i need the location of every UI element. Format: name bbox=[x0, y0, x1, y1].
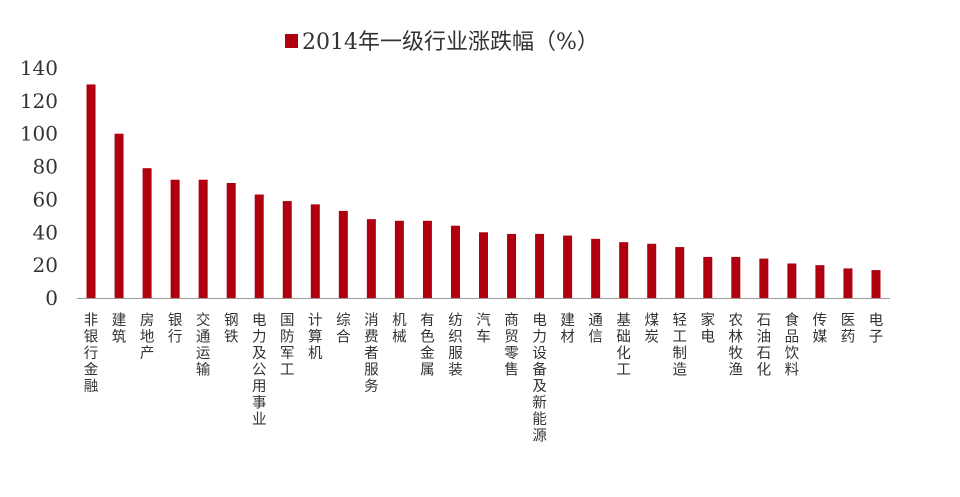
bar bbox=[254, 194, 264, 298]
y-tick-label: 60 bbox=[33, 187, 58, 211]
bar bbox=[170, 179, 180, 298]
y-tick-label: 0 bbox=[45, 286, 58, 310]
x-tick-label: 计算机 bbox=[308, 312, 323, 362]
x-tick-label: 通信 bbox=[588, 312, 603, 346]
y-tick-label: 120 bbox=[20, 89, 58, 113]
bar bbox=[366, 219, 376, 298]
bars bbox=[86, 84, 881, 298]
x-tick-label: 家电 bbox=[701, 312, 716, 346]
x-tick-label: 食品饮料 bbox=[785, 312, 800, 379]
bar bbox=[422, 220, 432, 298]
bar bbox=[114, 133, 124, 298]
x-tick-label: 石油石化 bbox=[757, 313, 772, 379]
x-tick-label: 基础化工 bbox=[616, 312, 631, 379]
bar bbox=[226, 183, 236, 298]
x-tick-label: 国防军工 bbox=[280, 313, 295, 379]
x-tick-label: 房地产 bbox=[140, 312, 155, 362]
x-tick-label: 非银行金融 bbox=[84, 312, 99, 395]
x-tick-label: 煤炭 bbox=[644, 312, 659, 346]
bar bbox=[479, 232, 488, 298]
bar bbox=[310, 204, 320, 298]
bar bbox=[591, 238, 601, 298]
x-tick-label: 机械 bbox=[392, 312, 407, 346]
x-tick-label: 商贸零售 bbox=[504, 312, 519, 379]
x-tick-label: 建筑 bbox=[112, 312, 127, 346]
y-tick-label: 40 bbox=[33, 220, 58, 244]
x-tick-label: 传媒 bbox=[813, 312, 828, 346]
bar bbox=[338, 210, 348, 298]
bar bbox=[198, 179, 208, 298]
legend-label: 2014年一级行业涨跌幅（%） bbox=[302, 30, 599, 55]
x-tick-label: 银行 bbox=[168, 312, 183, 346]
y-tick-label: 80 bbox=[33, 155, 58, 179]
bar bbox=[142, 168, 152, 298]
x-tick-label: 综合 bbox=[336, 312, 351, 346]
x-tick-label: 消费者服务 bbox=[364, 312, 379, 395]
bar bbox=[507, 233, 517, 298]
x-axis: 非银行金融建筑房地产银行交通运输钢铁电力及公用事业国防军工计算机综合消费者服务机… bbox=[84, 311, 883, 445]
y-tick-label: 140 bbox=[20, 56, 58, 80]
bar bbox=[675, 247, 685, 298]
bar bbox=[619, 242, 629, 298]
bar bbox=[535, 233, 545, 298]
bar bbox=[86, 84, 96, 298]
legend: 2014年一级行业涨跌幅（%） bbox=[285, 30, 599, 55]
bar bbox=[731, 256, 741, 298]
x-tick-label: 纺织服装 bbox=[448, 312, 463, 379]
x-tick-label: 电子 bbox=[869, 312, 884, 346]
x-tick-label: 医药 bbox=[841, 313, 856, 346]
x-tick-label: 钢铁 bbox=[224, 312, 239, 346]
bar bbox=[703, 256, 713, 298]
bar bbox=[394, 220, 404, 298]
x-tick-label: 交通运输 bbox=[196, 311, 211, 379]
y-axis: 0 20 40 60 80 100 120 140 bbox=[20, 56, 58, 310]
y-tick-label: 100 bbox=[20, 122, 58, 146]
bar bbox=[871, 270, 881, 298]
x-tick-label: 有色金属 bbox=[420, 312, 435, 379]
x-tick-label: 电力及公用事业 bbox=[252, 312, 267, 428]
x-tick-label: 轻工制造 bbox=[672, 312, 687, 379]
bar bbox=[450, 225, 460, 298]
bar bbox=[563, 235, 573, 298]
x-tick-label: 农林牧渔 bbox=[729, 312, 744, 379]
x-tick-label: 汽车 bbox=[476, 312, 491, 346]
y-tick-label: 20 bbox=[33, 253, 58, 277]
bar bbox=[282, 201, 292, 298]
bar bbox=[815, 265, 825, 298]
x-tick-label: 电力设备及新能源 bbox=[532, 312, 547, 445]
bar bbox=[647, 243, 657, 298]
x-tick-label: 建材 bbox=[560, 312, 575, 346]
bar bbox=[787, 263, 797, 298]
legend-swatch bbox=[285, 34, 298, 48]
bar bbox=[843, 268, 853, 298]
bar bbox=[759, 258, 769, 298]
